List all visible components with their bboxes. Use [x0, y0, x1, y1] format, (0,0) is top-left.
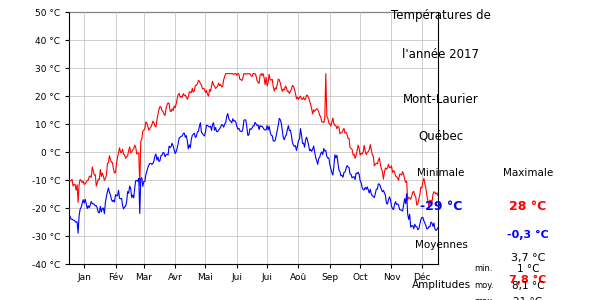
Text: Maximale: Maximale	[503, 168, 553, 178]
Text: l'année 2017: l'année 2017	[403, 48, 479, 61]
Text: 8,1 °C: 8,1 °C	[512, 280, 544, 290]
Text: 1 °C: 1 °C	[517, 264, 539, 274]
Text: 3,7 °C: 3,7 °C	[511, 254, 545, 263]
Text: Amplitudes: Amplitudes	[412, 280, 470, 290]
Text: Températures de: Températures de	[391, 9, 491, 22]
Text: Minimale: Minimale	[418, 168, 464, 178]
Text: 21 °C: 21 °C	[514, 297, 542, 300]
Text: -29 °C: -29 °C	[420, 200, 462, 212]
Text: Moyennes: Moyennes	[415, 240, 467, 250]
Text: moy.: moy.	[474, 280, 494, 290]
Text: 7,8 °C: 7,8 °C	[509, 274, 547, 285]
Text: 28 °C: 28 °C	[509, 200, 547, 212]
Text: max.: max.	[474, 297, 495, 300]
Text: Québec: Québec	[418, 129, 464, 142]
Text: -0,3 °C: -0,3 °C	[507, 230, 549, 240]
Text: Mont-Laurier: Mont-Laurier	[403, 93, 479, 106]
Text: min.: min.	[474, 264, 493, 273]
